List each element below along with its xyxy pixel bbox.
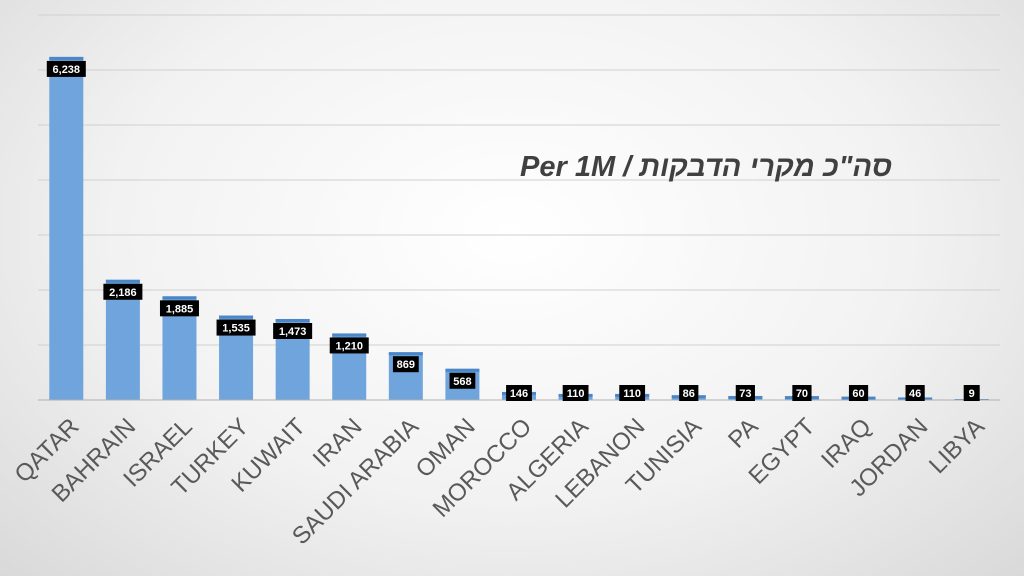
data-label: 2,186: [109, 287, 137, 299]
bar-top-edge: [275, 318, 310, 322]
data-label: 1,535: [222, 323, 250, 335]
data-label-box: [103, 283, 143, 300]
data-label: 6,238: [53, 64, 81, 76]
bar-top-edge: [162, 296, 197, 300]
data-label: 1,885: [166, 303, 194, 315]
data-label-box: [392, 356, 419, 373]
data-label: 146: [510, 388, 528, 400]
data-label: 1,210: [335, 340, 363, 352]
x-tick-label: PA: [723, 413, 763, 453]
data-label-box: [792, 385, 812, 401]
bar-top-edge: [445, 368, 480, 372]
bar-top-edge: [332, 333, 367, 337]
data-label-box: [848, 385, 869, 401]
data-label: 9: [969, 388, 975, 400]
data-label-box: [273, 322, 313, 339]
data-label-box: [506, 385, 532, 401]
x-tick-label: LIBYA: [924, 413, 990, 479]
bar-top-edge: [105, 279, 140, 283]
data-label-box: [329, 337, 369, 354]
data-label-box: [905, 385, 925, 401]
bar-top-edge: [49, 56, 84, 60]
data-label-box: [449, 372, 476, 389]
data-label: 869: [397, 359, 415, 371]
bar: [49, 56, 84, 400]
chart-title: סה"כ מקרי הדבקות / Per 1M: [520, 151, 892, 183]
gridlines: [38, 14, 1000, 346]
bar-top-edge: [219, 315, 254, 319]
bar-top-edge: [388, 352, 423, 356]
data-label: 46: [909, 388, 921, 400]
data-label: 110: [623, 388, 641, 400]
data-label: 1,473: [279, 326, 307, 338]
data-label: 60: [852, 388, 864, 400]
data-label: 86: [683, 388, 695, 400]
data-label: 568: [453, 376, 471, 388]
data-label-box: [619, 385, 646, 401]
data-label-box: [735, 385, 755, 401]
data-label-box: [46, 60, 86, 77]
bar: [105, 279, 140, 400]
bars: [49, 56, 989, 400]
data-label-box: [562, 385, 589, 401]
data-label-box: [963, 385, 980, 401]
x-tick-labels: QATARBAHRAINISRAELTURKEYKUWAITIRANSAUDI …: [9, 413, 989, 550]
data-label-box: [159, 300, 199, 317]
data-label: 73: [739, 388, 751, 400]
data-label-box: [216, 319, 256, 336]
data-label: 110: [567, 388, 585, 400]
data-label-box: [679, 385, 699, 401]
data-label: 70: [796, 388, 808, 400]
